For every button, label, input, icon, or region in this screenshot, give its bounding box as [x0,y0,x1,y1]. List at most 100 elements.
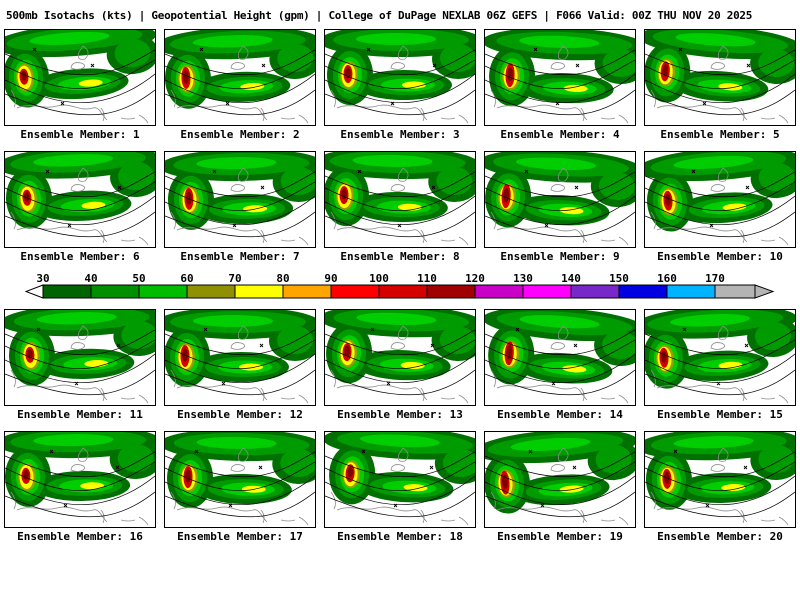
ensemble-panel[interactable]: Ensemble Member: 14 [484,309,636,421]
ensemble-map[interactable] [644,29,796,126]
ensemble-map[interactable] [164,309,316,406]
isotach-shading [485,152,635,228]
ensemble-map[interactable] [644,309,796,406]
ensemble-panel[interactable]: Ensemble Member: 1 [4,29,156,141]
ensemble-caption: Ensemble Member: 12 [177,408,303,421]
colorbar-left-arrow [25,284,44,299]
ensemble-caption: Ensemble Member: 16 [17,530,143,543]
ensemble-caption: Ensemble Member: 18 [337,530,463,543]
page-title: 500mb Isotachs (kts) | Geopotential Heig… [6,9,753,22]
colorbar-segment [138,284,188,299]
isotach-shading [645,432,795,510]
ensemble-map[interactable] [4,309,156,406]
colorbar-segment [378,284,428,299]
height-contours [165,47,315,116]
ensemble-map[interactable] [484,29,636,126]
ensemble-map[interactable] [164,431,316,528]
ensemble-caption: Ensemble Member: 20 [657,530,783,543]
colorbar-tick-label: 140 [561,272,581,285]
ensemble-panel[interactable]: Ensemble Member: 6 [4,151,156,263]
coastlines [490,167,629,246]
ensemble-panel[interactable]: Ensemble Member: 17 [164,431,316,543]
colorbar-segment [474,284,524,299]
height-contours [485,327,635,396]
colorbar-segment [666,284,716,299]
colorbar-tick-label: 40 [84,272,97,285]
ensemble-panel[interactable]: Ensemble Member: 9 [484,151,636,263]
height-contours [5,169,155,238]
ensemble-panel[interactable]: Ensemble Member: 7 [164,151,316,263]
isotach-shading [165,152,315,230]
colorbar-segment [426,284,476,299]
ensemble-map[interactable] [4,431,156,528]
coastlines [330,167,469,246]
ensemble-map[interactable] [324,151,476,248]
ensemble-map[interactable] [4,29,156,126]
ensemble-caption: Ensemble Member: 9 [500,250,620,263]
ensemble-caption: Ensemble Member: 15 [657,408,783,421]
ensemble-map[interactable] [4,151,156,248]
coastlines [650,167,789,246]
ensemble-map[interactable] [644,151,796,248]
colorbar-segment [570,284,620,299]
isotach-shading [645,30,795,103]
ensemble-caption: Ensemble Member: 7 [180,250,300,263]
colorbar-segment [42,284,92,299]
ensemble-panel[interactable]: Ensemble Member: 2 [164,29,316,141]
colorbar-tick-label: 120 [465,272,485,285]
ensemble-panel[interactable]: Ensemble Member: 8 [324,151,476,263]
ensemble-panel[interactable]: Ensemble Member: 20 [644,431,796,543]
ensemble-panel[interactable]: Ensemble Member: 11 [4,309,156,421]
ensemble-caption: Ensemble Member: 8 [340,250,460,263]
height-contours [5,327,155,396]
coastlines [170,325,309,404]
ensemble-panel[interactable]: Ensemble Member: 10 [644,151,796,263]
ensemble-panel[interactable]: Ensemble Member: 5 [644,29,796,141]
height-contours [165,327,315,396]
coastlines [10,45,149,124]
colorbar-tick-label: 30 [36,272,49,285]
coastlines [490,325,629,404]
coastlines [170,45,309,124]
ensemble-caption: Ensemble Member: 14 [497,408,623,421]
isotach-shading [5,432,155,507]
height-contours [325,47,475,116]
ensemble-caption: Ensemble Member: 4 [500,128,620,141]
ensemble-map[interactable] [324,29,476,126]
title-bar: 500mb Isotachs (kts) | Geopotential Heig… [0,0,800,25]
ensemble-panel[interactable]: Ensemble Member: 4 [484,29,636,141]
ensemble-panel[interactable]: Ensemble Member: 16 [4,431,156,543]
ensemble-map[interactable] [484,309,636,406]
ensemble-map[interactable] [484,431,636,528]
ensemble-caption: Ensemble Member: 13 [337,408,463,421]
coastlines [650,325,789,404]
ensemble-panel[interactable]: Ensemble Member: 13 [324,309,476,421]
colorbar-tick-label: 80 [276,272,289,285]
height-contours [325,327,475,396]
colorbar-segment [186,284,236,299]
ensemble-map[interactable] [644,431,796,528]
colorbar-tick-label: 160 [657,272,677,285]
isotach-shading [645,310,795,389]
ensemble-caption: Ensemble Member: 6 [20,250,140,263]
weather-ensemble-page: 500mb Isotachs (kts) | Geopotential Heig… [0,0,800,543]
ensemble-map[interactable] [324,431,476,528]
ensemble-panel[interactable]: Ensemble Member: 18 [324,431,476,543]
height-contours [165,169,315,238]
ensemble-map[interactable] [164,151,316,248]
coastlines [490,447,629,526]
ensemble-map[interactable] [484,151,636,248]
ensemble-map[interactable] [324,309,476,406]
isotach-shading [325,432,475,505]
isotach-shading [5,152,155,229]
coastlines [330,447,469,526]
colorbar-segment [330,284,380,299]
height-contours [485,169,635,238]
ensemble-panel[interactable]: Ensemble Member: 3 [324,29,476,141]
ensemble-map[interactable] [164,29,316,126]
ensemble-panel[interactable]: Ensemble Member: 12 [164,309,316,421]
ensemble-panel[interactable]: Ensemble Member: 19 [484,431,636,543]
ensemble-caption: Ensemble Member: 3 [340,128,460,141]
colorbar-segment [282,284,332,299]
ensemble-panel[interactable]: Ensemble Member: 15 [644,309,796,421]
